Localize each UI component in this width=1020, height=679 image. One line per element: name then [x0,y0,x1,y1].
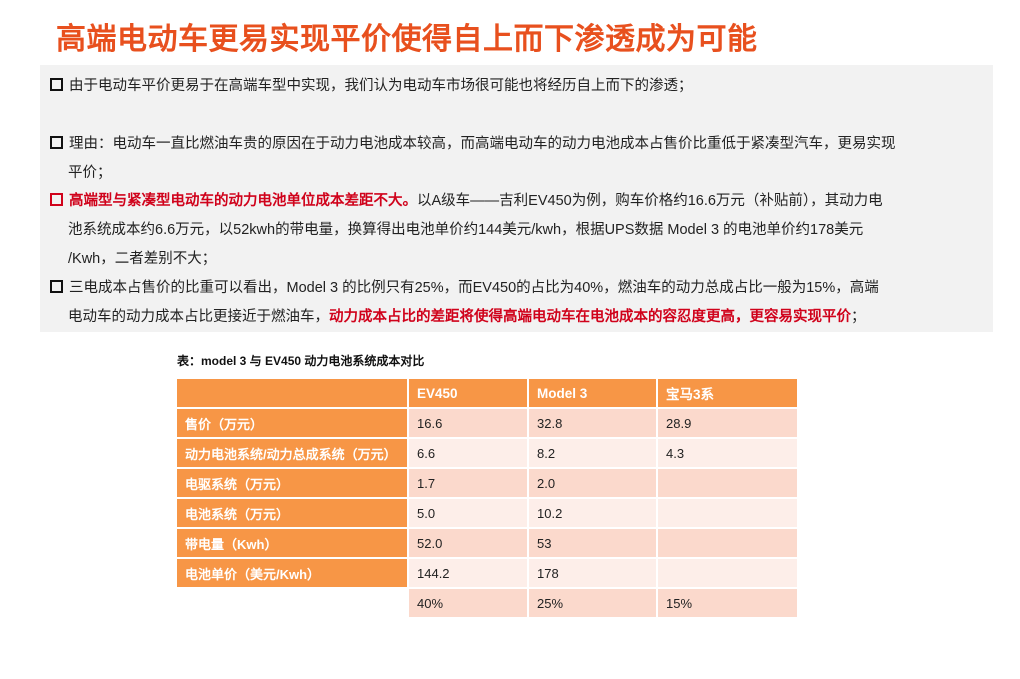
cost-table: EV450 Model 3 宝马3系 售价（万元） 16.6 32.8 28.9 动力… [175,377,799,619]
cell: 10.2 [529,499,656,527]
row-label: 电池系统（万元） [177,499,407,527]
cell [658,499,797,527]
table-row: 电池系统（万元） 5.0 10.2 [177,499,797,527]
bullet-highlight: 动力成本占比的差距将使得高端电动车在电池成本的容忍度更高，更容易实现平价 [329,309,851,325]
cell [658,529,797,557]
cell: 25% [529,589,656,617]
cell: 2.0 [529,469,656,497]
table-caption: 表：model 3 与 EV450 动力电池系统成本对比 [177,354,425,368]
bullet-square-icon [50,193,63,206]
bullet-text: 平价； [68,165,112,181]
cell: 28.9 [658,409,797,437]
bullet-text: 池系统成本约6.6万元，以52kwh的带电量，换算得出电池单价约144美元/kw… [68,222,864,238]
row-label: 电池单价（美元/Kwh） [177,559,407,587]
row-label: 带电量（Kwh） [177,529,407,557]
bullet-text: 电动车的动力成本占比更接近于燃油车， [68,309,329,325]
table-row: 售价（万元） 16.6 32.8 28.9 [177,409,797,437]
content-box [40,65,993,332]
cell: 15% [658,589,797,617]
bullet-highlight: 高端型与紧凑型电动车的动力电池单位成本差距不大。 [69,193,417,209]
row-label: 售价（万元） [177,409,407,437]
table-row: 动力电池系统/动力总成系统（万元） 6.6 8.2 4.3 [177,439,797,467]
row-label: 动力电池系统/动力总成系统（万元） [177,439,407,467]
cell: 16.6 [409,409,527,437]
header-cell: Model 3 [529,379,656,407]
cell: 4.3 [658,439,797,467]
cell: 178 [529,559,656,587]
cell: 1.7 [409,469,527,497]
cell: 8.2 [529,439,656,467]
table-row: 电池单价（美元/Kwh） 144.2 178 [177,559,797,587]
bullet-text: 理由：电动车一直比燃油车贵的原因在于动力电池成本较高，而高端电动车的动力电池成本… [69,136,896,152]
bullet-2: 理由：电动车一直比燃油车贵的原因在于动力电池成本较高，而高端电动车的动力电池成本… [50,130,990,188]
bullet-text: 三电成本占售价的比重可以看出，Model 3 的比例只有25%，而EV450的占… [69,280,879,296]
bullet-1: 由于电动车平价更易于在高端车型中实现，我们认为电动车市场很可能也将经历自上而下的… [50,72,990,101]
table-header: EV450 Model 3 宝马3系 [177,379,797,407]
cell: 6.6 [409,439,527,467]
bullet-square-icon [50,136,63,149]
table-row: 电驱系统（万元） 1.7 2.0 [177,469,797,497]
header-cell: EV450 [409,379,527,407]
cell [658,469,797,497]
bullet-text: 以A级车——吉利EV450为例，购车价格约16.6万元（补贴前），其动力电 [417,193,883,209]
bullet-square-icon [50,280,63,293]
cell: 52.0 [409,529,527,557]
cell: 40% [409,589,527,617]
bullet-4: 三电成本占售价的比重可以看出，Model 3 的比例只有25%，而EV450的占… [50,274,990,332]
header-cell [177,379,407,407]
cell [658,559,797,587]
cell: 53 [529,529,656,557]
table-row: 40% 25% 15% [177,589,797,617]
bullet-square-icon [50,78,63,91]
cell: 32.8 [529,409,656,437]
table-row: 带电量（Kwh） 52.0 53 [177,529,797,557]
row-label [177,589,407,617]
page-title: 高端电动车更易实现平价使得自上而下渗透成为可能 [56,23,758,56]
row-label: 电驱系统（万元） [177,469,407,497]
bullet-text: /Kwh，二者差别不大； [68,251,217,267]
bullet-text: ； [851,309,866,325]
cell: 5.0 [409,499,527,527]
bullet-3: 高端型与紧凑型电动车的动力电池单位成本差距不大。以A级车——吉利EV450为例，… [50,187,990,274]
bullet-text: 由于电动车平价更易于在高端车型中实现，我们认为电动车市场很可能也将经历自上而下的… [69,78,693,94]
header-cell: 宝马3系 [658,379,797,407]
cell: 144.2 [409,559,527,587]
